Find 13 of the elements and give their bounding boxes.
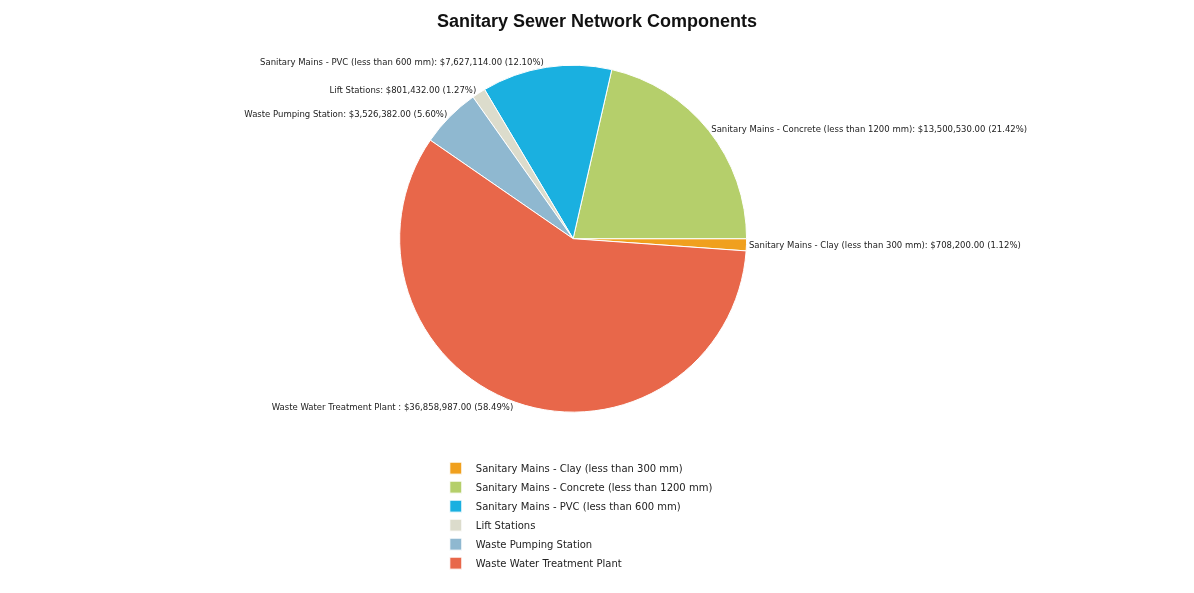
data-label: Sanitary Mains - PVC (less than 600 mm): $7,627,114.00 (12.10%) [260,57,544,68]
data-label: Lift Stations: $801,432.00 (1.27%) [329,84,477,95]
legend-label: Sanitary Mains - Clay (less than 300 mm) [475,463,683,475]
legend-label: Waste Water Treatment Plant [475,558,622,570]
data-label: Sanitary Mains - Concrete (less than 1200 mm): $13,500,530.00 (21.42%) [711,123,1028,134]
legend-label: Sanitary Mains - Concrete (less than 1200 mm) [475,482,713,494]
data-label: Sanitary Mains - Clay (less than 300 mm): $708,200.00 (1.12%) [748,239,1021,250]
legend-label: Sanitary Mains - PVC (less than 600 mm) [475,501,681,513]
legend-label: Lift Stations [475,520,536,532]
legend-label: Waste Pumping Station [475,539,593,551]
data-label: Waste Water Treatment Plant : $36,858,987.00 (58.49%) [271,401,514,412]
data-label: Waste Pumping Station: $3,526,382.00 (5.60%) [244,109,448,120]
chart-title: Sanitary Sewer Network Components [436,11,758,32]
